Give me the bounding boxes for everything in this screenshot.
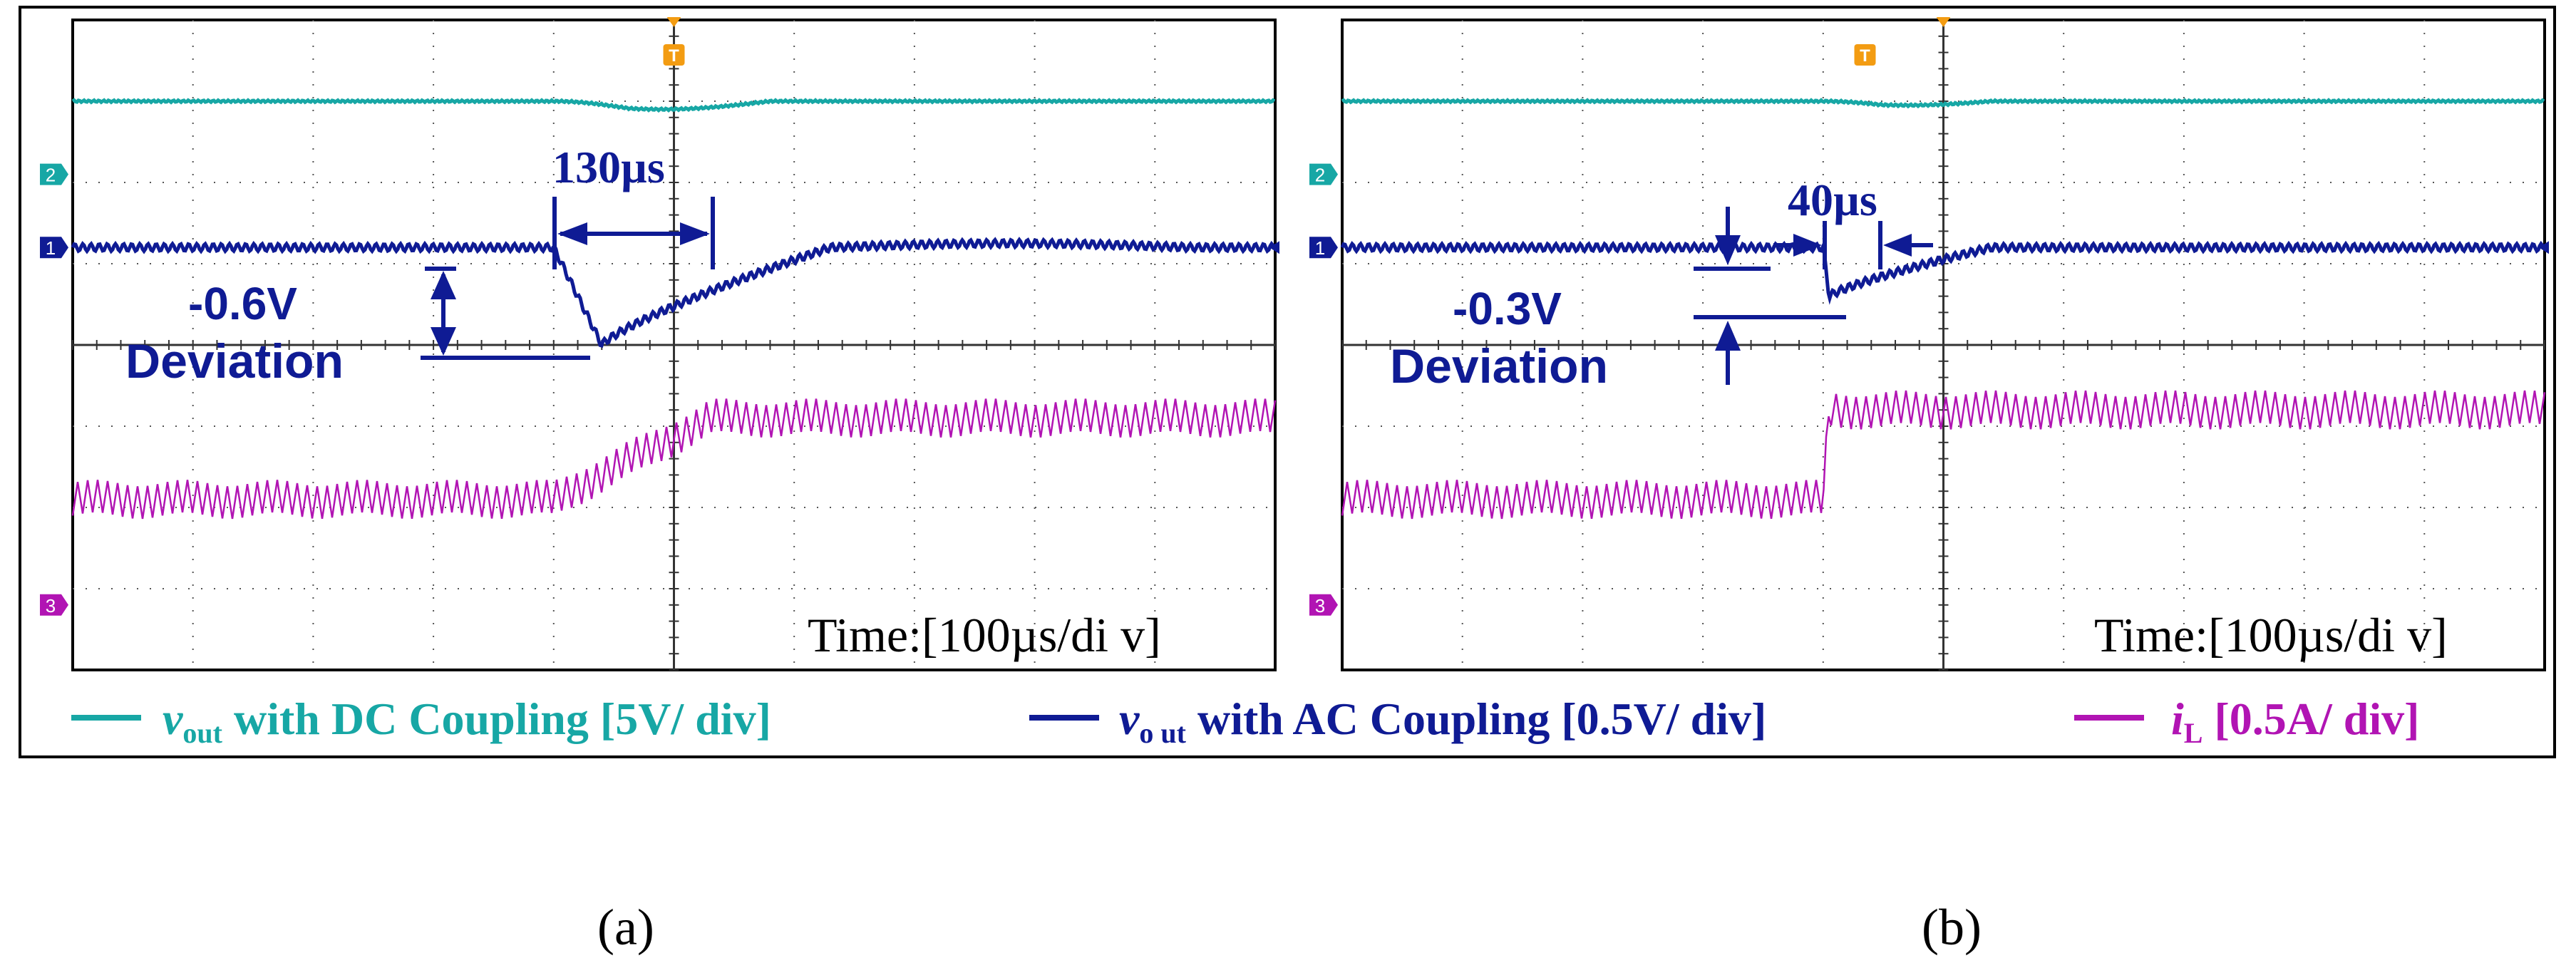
panel-b-offset-arrow: [2539, 241, 2549, 254]
legend-il-var: i: [2171, 693, 2184, 744]
legend-il-text: [0.5A/ div]: [2203, 693, 2419, 744]
panel-a-channel-marker-3-label: 3: [46, 595, 56, 616]
panel-a-offset-arrow: [1269, 241, 1279, 254]
panel-b-channel-marker-1: [1309, 237, 1338, 259]
panel-a-deviation-arrowhead-down: [431, 327, 456, 356]
legend-il-label: iL [0.5A/ div]: [2171, 693, 2419, 749]
panel-b-channel-marker-2: [1309, 163, 1338, 185]
caption-b: (b): [1922, 899, 1982, 956]
panel-a-trace-vout-dc: [71, 98, 1276, 113]
figure-frame: [19, 6, 2556, 758]
panel-b-channel-marker-3: [1309, 594, 1338, 616]
panel-a-trigger-arrow: [666, 17, 681, 27]
panel-a-trigger-marker: [663, 44, 685, 66]
panel-a-grid: [72, 19, 1276, 671]
panel-a-channel-marker-1-label: 1: [46, 237, 56, 259]
panel-b-trace-vout-ac: [1340, 240, 2546, 305]
caption-a: (a): [597, 899, 654, 956]
panel-b-recovery-left-arrowhead: [1793, 234, 1822, 257]
panel-b-trace-vout-dc: [1341, 98, 2545, 109]
legend: vout with DC Coupling [5V/ div] vo ut wi…: [71, 693, 2419, 749]
panel-a-deviation-value: -0.6V: [188, 278, 297, 329]
panel-b-deviation-label: Deviation: [1390, 339, 1608, 393]
panel-b-channel-marker-3-label: 3: [1315, 595, 1325, 616]
legend-ac-var: v: [1119, 693, 1140, 744]
panel-b-annotations: -0.3V Deviation 40µs: [1390, 175, 1933, 393]
legend-ac-sub: o ut: [1139, 717, 1186, 749]
legend-dc-label: vout with DC Coupling [5V/ div]: [163, 693, 771, 749]
panel-a-trigger-label: T: [669, 46, 679, 66]
panel-b-deviation-upper-arrowhead: [1715, 235, 1741, 265]
panel-a-traces: [71, 98, 1277, 520]
panel-a-channel-markers: 2 1 3 T: [40, 17, 1279, 616]
panel-b-trigger-label: T: [1860, 46, 1870, 66]
panel-a-deviation-label: Deviation: [125, 334, 344, 388]
panel-b-trace-il: [1341, 390, 2546, 520]
panel-b-traces: [1340, 98, 2546, 520]
legend-dc-sub: out: [182, 717, 222, 749]
panel-a-channel-marker-3: [40, 594, 68, 616]
panel-b-trigger-marker: [1854, 44, 1876, 66]
panel-b-trigger-arrow: [1936, 17, 1951, 27]
legend-ac-label: vo ut with AC Coupling [0.5V/ div]: [1119, 693, 1766, 749]
panel-a-channel-marker-2-label: 2: [46, 165, 56, 186]
panel-b-deviation-lower-arrowhead: [1715, 321, 1741, 351]
panel-a-time-label: Time:[100µs/di v]: [808, 608, 1161, 662]
panel-b-channel-markers: 2 1 3 T: [1309, 17, 2549, 616]
panel-a-channel-marker-2: [40, 163, 68, 185]
panel-a-channel-marker-1: [40, 237, 68, 259]
panel-b-recovery-right-arrowhead: [1883, 234, 1912, 257]
legend-il-sub: L: [2184, 717, 2203, 749]
panel-a-deviation-arrowhead-up: [431, 271, 456, 299]
panel-a-recovery-arrowhead-right: [680, 222, 710, 245]
panel-a-trace-il: [71, 398, 1277, 520]
panel-b-channel-marker-2-label: 2: [1315, 165, 1325, 186]
panel-a-trace-vout-ac: [71, 237, 1277, 349]
panel-b-channel-marker-1-label: 1: [1315, 237, 1325, 259]
panel-a-recovery-time: 130µs: [552, 142, 665, 192]
legend-dc-text: with DC Coupling [5V/ div]: [222, 693, 771, 744]
panel-b-time-label: Time:[100µs/di v]: [2094, 608, 2448, 662]
panel-a-recovery-arrowhead-left: [557, 222, 587, 245]
panel-b-recovery-time: 40µs: [1788, 175, 1877, 225]
panel-b: 2 1 3 T -0.3V Deviation 40µs Time:[100µs/di…: [1309, 17, 2549, 671]
legend-dc-var: v: [163, 693, 183, 744]
legend-ac-text: with AC Coupling [0.5V/ div]: [1186, 693, 1766, 744]
panel-a-annotations: -0.6V Deviation 130µs: [125, 142, 715, 388]
panel-a: 2 1 3 T -0.6V Deviation 130µs Time:[100µs/d…: [40, 17, 1279, 671]
panel-b-deviation-value: -0.3V: [1453, 283, 1562, 334]
